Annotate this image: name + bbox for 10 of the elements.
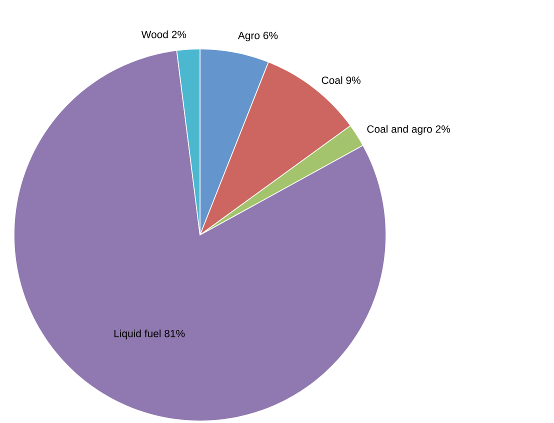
data-label: 81% xyxy=(164,330,185,338)
slice-label: Agro xyxy=(238,32,260,42)
slice-label: Coal and agro xyxy=(367,125,432,135)
slice-label: Wood xyxy=(141,30,168,38)
data-label: 6% xyxy=(263,32,278,40)
data-label: 9% xyxy=(346,76,360,84)
data-label: 2% xyxy=(172,30,186,38)
slice-label: Liquid fuel xyxy=(114,330,161,340)
slice-label: Coal xyxy=(322,76,342,84)
data-label: 2% xyxy=(436,125,450,133)
